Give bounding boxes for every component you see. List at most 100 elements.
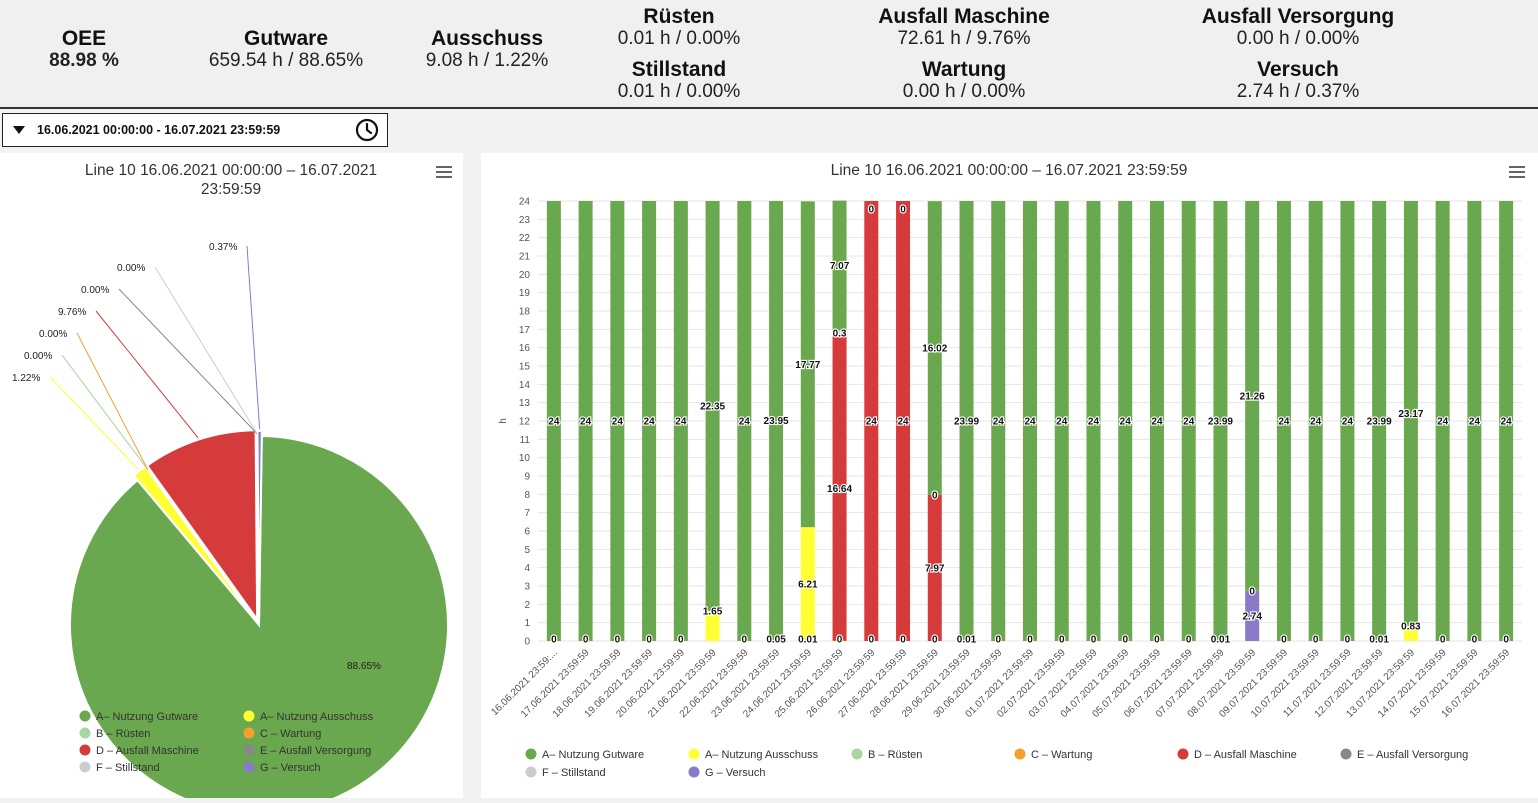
bar-segment-A_gut[interactable] bbox=[1340, 201, 1355, 641]
bar-segment-A_gut[interactable] bbox=[832, 200, 847, 331]
bar-segment-A_aus[interactable] bbox=[832, 640, 847, 642]
kpi-ausfall-maschine-label: Ausfall Maschine bbox=[878, 5, 1050, 28]
bar-segment-A_aus[interactable] bbox=[1403, 625, 1418, 641]
legend-marker bbox=[243, 710, 255, 722]
legend-item-E[interactable]: E – Ausfall Versorgung bbox=[243, 744, 372, 758]
bar-segment-A_gut[interactable] bbox=[991, 201, 1006, 641]
kpi-ruesten: Rüsten 0.01 h / 0.00% bbox=[549, 5, 809, 50]
bar-segment-A_gut[interactable] bbox=[1276, 201, 1291, 641]
y-tick-label: 3 bbox=[524, 582, 530, 593]
chevron-down-icon[interactable] bbox=[13, 126, 25, 134]
legend-item-A_gut[interactable]: A– Nutzung Gutware bbox=[525, 748, 645, 762]
bar-segment-A_gut[interactable] bbox=[1181, 201, 1196, 641]
bar-data-label: 24 bbox=[1469, 417, 1481, 428]
pie-slice-D[interactable] bbox=[145, 429, 259, 623]
bar-segment-A_aus[interactable] bbox=[1372, 640, 1387, 642]
bar-segment-F[interactable] bbox=[832, 330, 847, 336]
legend-label: B – Rüsten bbox=[96, 728, 150, 740]
kpi-gutware-value: 659.54 h / 88.65% bbox=[208, 50, 364, 71]
bar-segment-A_gut[interactable] bbox=[1054, 201, 1069, 641]
hamburger-menu-icon[interactable] bbox=[436, 166, 452, 180]
bar-segment-A_gut[interactable] bbox=[1467, 201, 1482, 641]
bar-segment-A_gut[interactable] bbox=[1086, 201, 1101, 641]
bar-segment-A_gut[interactable] bbox=[800, 201, 815, 528]
y-tick-label: 9 bbox=[524, 472, 530, 483]
bar-segment-A_gut[interactable] bbox=[1213, 201, 1228, 641]
pie-slice-A_gut[interactable] bbox=[69, 435, 449, 803]
pie-data-label: 0.00% bbox=[81, 285, 109, 296]
pie-data-label: 1.22% bbox=[12, 373, 40, 384]
kpi-oee: OEE 88.98 % bbox=[0, 27, 214, 72]
bar-segment-D[interactable] bbox=[896, 201, 911, 641]
pie-connector bbox=[154, 266, 258, 435]
pie-slice-G[interactable] bbox=[256, 430, 263, 621]
y-tick-label: 20 bbox=[519, 270, 531, 281]
bar-data-label: 23.17 bbox=[1398, 409, 1423, 420]
bar-segment-A_gut[interactable] bbox=[705, 201, 720, 611]
legend-item-A_gut[interactable]: A– Nutzung Gutware bbox=[79, 710, 199, 724]
legend-item-B[interactable]: B – Rüsten bbox=[79, 727, 151, 741]
legend-item-F[interactable]: F – Stillstand bbox=[525, 766, 606, 780]
legend-label: A– Nutzung Ausschuss bbox=[705, 749, 819, 761]
kpi-ausfall-versorgung-label: Ausfall Versorgung bbox=[1201, 5, 1395, 28]
bar-data-label: 24 bbox=[1501, 417, 1513, 428]
bar-segment-A_gut[interactable] bbox=[1372, 201, 1387, 641]
kpi-gutware-label: Gutware bbox=[243, 27, 329, 50]
bar-segment-A_gut[interactable] bbox=[546, 201, 561, 641]
legend-marker bbox=[79, 761, 91, 773]
bar-segment-A_gut[interactable] bbox=[578, 201, 593, 641]
bar-segment-A_aus[interactable] bbox=[800, 527, 815, 641]
bar-segment-G[interactable] bbox=[1245, 590, 1260, 641]
bar-segment-D[interactable] bbox=[864, 201, 879, 641]
bar-segment-A_gut[interactable] bbox=[610, 201, 625, 641]
legend-item-C[interactable]: C – Wartung bbox=[1014, 748, 1093, 762]
bar-segment-A_gut[interactable] bbox=[927, 201, 942, 495]
legend-item-A_aus[interactable]: A– Nutzung Ausschuss bbox=[688, 748, 819, 762]
legend-item-F[interactable]: F – Stillstand bbox=[79, 761, 160, 775]
bar-segment-A_gut[interactable] bbox=[642, 201, 657, 641]
bar-segment-A_gut[interactable] bbox=[1308, 201, 1323, 641]
bar-segment-A_gut[interactable] bbox=[769, 201, 784, 641]
bar-segment-A_aus[interactable] bbox=[1213, 640, 1228, 642]
bar-segment-A_gut[interactable] bbox=[1023, 201, 1037, 641]
legend-item-C[interactable]: C – Wartung bbox=[243, 727, 322, 741]
bar-segment-A_gut[interactable] bbox=[1149, 201, 1164, 641]
kpi-versuch: Versuch 2.74 h / 0.37% bbox=[1168, 58, 1428, 103]
bar-data-label: 0 bbox=[1091, 635, 1097, 646]
bar-segment-A_aus[interactable] bbox=[959, 640, 974, 642]
kpi-ausfall-versorgung: Ausfall Versorgung 0.00 h / 0.00% bbox=[1168, 5, 1428, 50]
clock-icon[interactable] bbox=[355, 118, 379, 142]
legend-item-G[interactable]: G – Versuch bbox=[688, 766, 766, 780]
legend-label: E – Ausfall Versorgung bbox=[260, 745, 371, 757]
kpi-header: OEE 88.98 % Gutware 659.54 h / 88.65% Au… bbox=[0, 0, 1538, 109]
bar-segment-A_gut[interactable] bbox=[1245, 201, 1260, 591]
legend-item-G[interactable]: G – Versuch bbox=[243, 761, 321, 775]
kpi-versuch-value: 2.74 h / 0.37% bbox=[1236, 81, 1360, 102]
bar-segment-A_gut[interactable] bbox=[737, 201, 752, 641]
bar-segment-A_aus[interactable] bbox=[769, 640, 784, 641]
bar-segment-A_aus[interactable] bbox=[705, 610, 720, 641]
bar-segment-A_gut[interactable] bbox=[1435, 201, 1450, 641]
legend-label: E – Ausfall Versorgung bbox=[1357, 749, 1468, 761]
bar-data-label: 24 bbox=[1024, 417, 1036, 428]
hamburger-menu-icon[interactable] bbox=[1509, 166, 1525, 180]
bar-segment-D[interactable] bbox=[832, 335, 847, 641]
legend-item-D[interactable]: D – Ausfall Maschine bbox=[79, 744, 199, 758]
legend-item-A_aus[interactable]: A– Nutzung Ausschuss bbox=[243, 710, 374, 724]
legend-item-B[interactable]: B – Rüsten bbox=[851, 748, 923, 762]
bar-chart-title: Line 10 16.06.2021 00:00:00 – 16.07.2021… bbox=[831, 162, 1188, 179]
y-tick-label: 6 bbox=[524, 527, 530, 538]
bar-segment-A_gut[interactable] bbox=[1499, 201, 1514, 641]
bar-segment-A_gut[interactable] bbox=[1403, 201, 1418, 626]
legend-item-E[interactable]: E – Ausfall Versorgung bbox=[1340, 748, 1469, 762]
legend-item-D[interactable]: D – Ausfall Maschine bbox=[1177, 748, 1297, 762]
bar-segment-A_gut[interactable] bbox=[1118, 201, 1133, 641]
y-tick-label: 13 bbox=[519, 398, 531, 409]
legend-marker bbox=[1340, 748, 1352, 760]
date-range-selector[interactable]: 16.06.2021 00:00:00 - 16.07.2021 23:59:5… bbox=[2, 113, 388, 147]
bar-segment-A_gut[interactable] bbox=[959, 201, 974, 641]
y-tick-label: 2 bbox=[524, 600, 530, 611]
bar-segment-D[interactable] bbox=[927, 494, 942, 641]
bar-data-label: 0 bbox=[646, 635, 652, 646]
bar-segment-A_gut[interactable] bbox=[673, 201, 688, 641]
